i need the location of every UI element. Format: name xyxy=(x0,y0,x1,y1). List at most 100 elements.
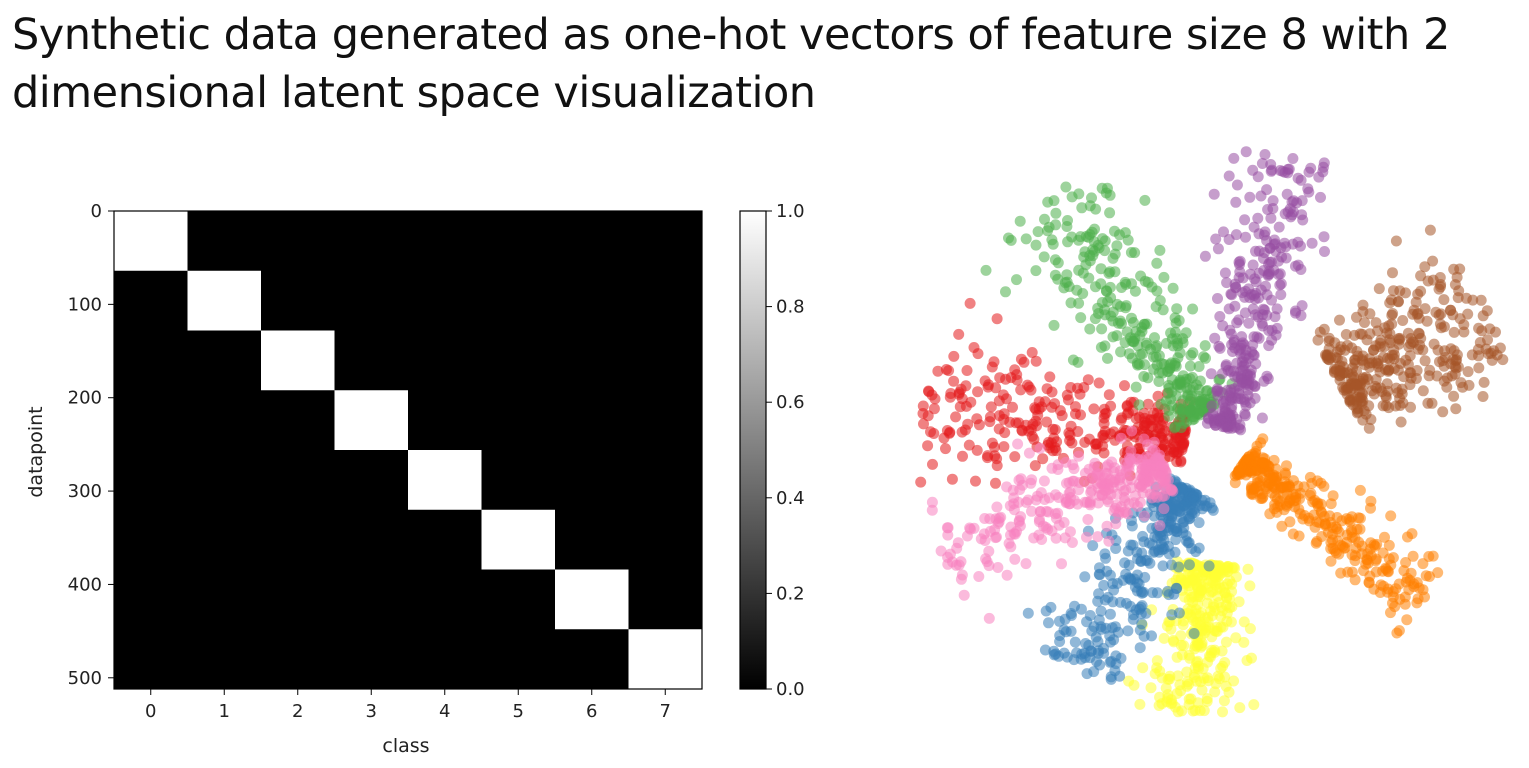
scatter-point xyxy=(1427,255,1439,267)
scatter-point xyxy=(1270,329,1282,341)
scatter-point xyxy=(1216,368,1228,380)
scatter-point xyxy=(1473,350,1484,362)
scatter-point xyxy=(1009,451,1021,463)
scatter-point xyxy=(1007,401,1018,413)
scatter-point xyxy=(1049,254,1061,266)
scatter-point xyxy=(1127,613,1139,625)
scatter-point xyxy=(1354,512,1366,524)
scatter-point xyxy=(1275,278,1287,290)
scatter-point xyxy=(1388,363,1400,374)
scatter-point xyxy=(1113,474,1125,486)
scatter-point xyxy=(1153,376,1165,387)
scatter-point xyxy=(1020,558,1032,570)
scatter-point xyxy=(1269,234,1280,246)
scatter-point xyxy=(1104,189,1116,201)
scatter-point xyxy=(1253,228,1265,240)
scatter-point xyxy=(1228,152,1240,164)
scatter-point xyxy=(1142,372,1154,384)
scatter-point xyxy=(1384,334,1396,346)
scatter-point xyxy=(1256,158,1268,169)
scatter-point xyxy=(1229,477,1241,489)
scatter-point xyxy=(1242,563,1254,575)
scatter-point xyxy=(1115,346,1127,358)
scatter-point xyxy=(1171,651,1183,663)
scatter-point xyxy=(1120,466,1132,477)
scatter-point xyxy=(1231,179,1243,191)
scatter-point xyxy=(1191,657,1202,668)
scatter-point xyxy=(1406,528,1418,540)
scatter-point xyxy=(1139,464,1151,476)
y-tick-label: 300 xyxy=(68,481,102,502)
scatter-point xyxy=(1340,329,1352,340)
scatter-point xyxy=(980,264,992,276)
scatter-point xyxy=(1151,285,1163,297)
scatter-point xyxy=(1093,588,1105,600)
scatter-point xyxy=(1134,698,1146,710)
scatter-point xyxy=(1281,460,1292,472)
scatter-point xyxy=(1379,531,1390,543)
scatter-point xyxy=(1233,596,1245,608)
scatter-point xyxy=(1252,171,1264,183)
scatter-point xyxy=(1041,416,1053,428)
scatter-point xyxy=(1311,536,1323,547)
scatter-point xyxy=(1196,684,1208,696)
scatter-point xyxy=(1230,229,1242,241)
scatter-point xyxy=(965,396,977,408)
scatter-point xyxy=(1243,317,1255,329)
scatter-point xyxy=(1174,376,1186,388)
scatter-points xyxy=(915,146,1509,718)
scatter-point xyxy=(940,364,952,375)
scatter-point xyxy=(1105,673,1117,685)
scatter-point xyxy=(1210,678,1222,690)
scatter-point xyxy=(1037,520,1049,532)
scatter-point xyxy=(1048,319,1060,331)
scatter-point xyxy=(1128,497,1140,509)
scatter-point xyxy=(1233,256,1245,268)
scatter-point xyxy=(1013,474,1025,486)
scatter-point xyxy=(1261,184,1273,196)
heatmap-frame xyxy=(113,210,703,690)
scatter-point xyxy=(1059,613,1071,625)
scatter-point xyxy=(928,428,940,439)
scatter-point xyxy=(1127,539,1139,551)
scatter-point xyxy=(1148,414,1160,426)
scatter-point xyxy=(1032,226,1044,238)
scatter-point xyxy=(1154,691,1166,703)
scatter-point xyxy=(1142,398,1154,410)
scatter-point xyxy=(1246,652,1257,664)
scatter-point xyxy=(1016,425,1028,437)
x-tick-label: 4 xyxy=(439,701,450,722)
scatter-point xyxy=(1451,349,1463,361)
heatmap-chart: 0 1 2 3 4 5 6 7 0 100 200 300 400 500 0.0 0.2 0.4 0.6 0.8… xyxy=(25,201,805,757)
scatter-point xyxy=(1403,341,1415,353)
scatter-point xyxy=(1086,192,1097,204)
scatter-point xyxy=(1225,366,1237,377)
scatter-point xyxy=(1448,326,1460,338)
scatter-point xyxy=(1173,415,1185,427)
scatter-point xyxy=(1331,512,1343,523)
scatter-point xyxy=(1030,265,1042,277)
scatter-point xyxy=(1134,481,1146,493)
scatter-point xyxy=(1096,182,1108,194)
scatter-point xyxy=(1419,303,1431,315)
scatter-point xyxy=(1274,268,1286,280)
scatter-point xyxy=(1365,537,1377,549)
scatter-point xyxy=(1295,174,1307,186)
scatter-point xyxy=(1097,233,1108,245)
scatter-point xyxy=(1088,461,1100,473)
scatter-point xyxy=(1401,614,1413,626)
scatter-point xyxy=(1182,676,1193,688)
scatter-point xyxy=(1457,381,1469,393)
scatter-point xyxy=(1099,408,1111,420)
scatter-point xyxy=(1332,535,1344,547)
scatter-point xyxy=(923,386,935,398)
scatter-point xyxy=(1014,215,1026,227)
scatter-point xyxy=(1106,456,1118,468)
scatter-point xyxy=(1346,549,1358,561)
scatter-point xyxy=(1183,699,1195,711)
scatter-point xyxy=(1178,640,1190,652)
scatter-point xyxy=(1154,471,1166,482)
scatter-point xyxy=(1073,450,1085,462)
scatter-point xyxy=(1061,477,1072,489)
scatter-point xyxy=(1061,389,1073,401)
